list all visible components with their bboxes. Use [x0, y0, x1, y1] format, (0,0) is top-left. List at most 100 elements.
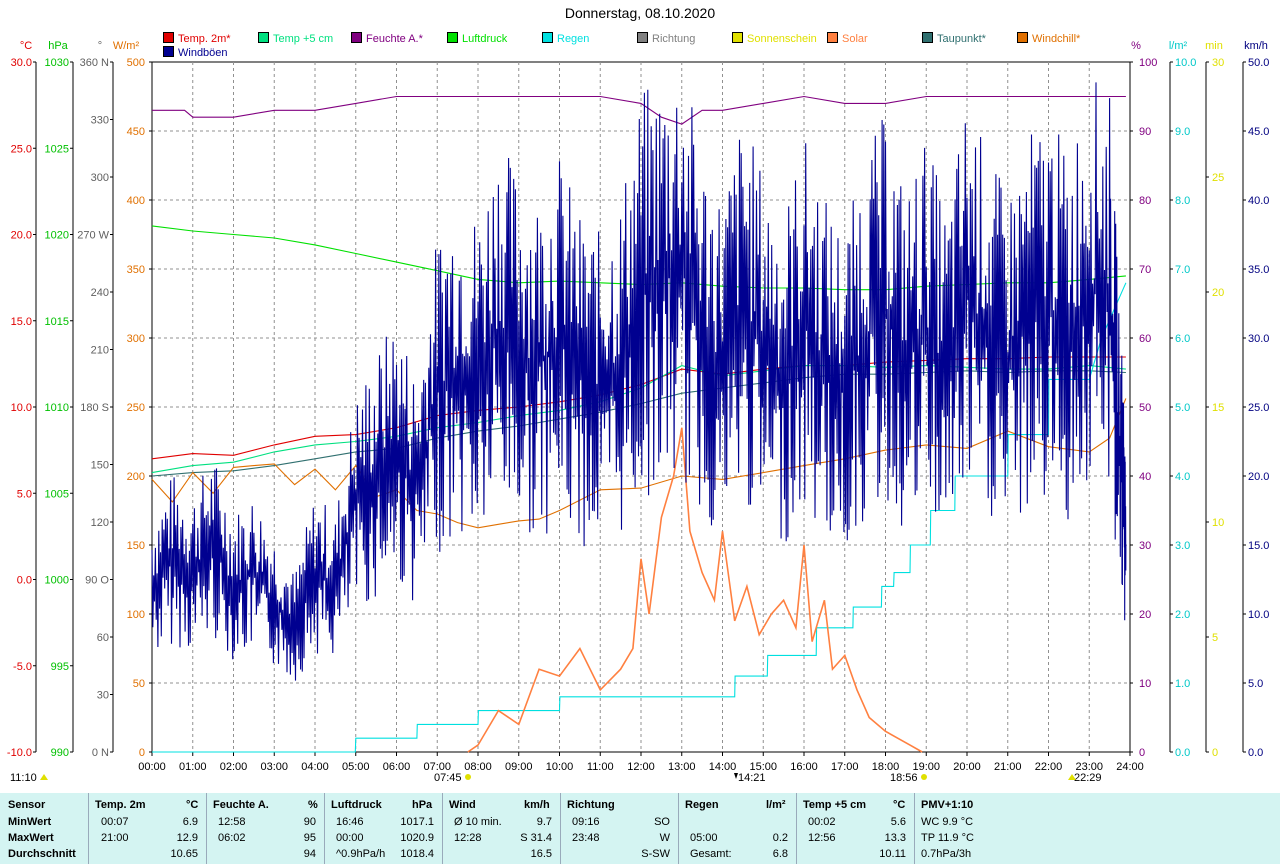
sunrise-icon: [465, 774, 471, 780]
stats-cell-pmv: WC 9.9 °C: [921, 816, 974, 828]
legend-swatch: [922, 32, 933, 43]
stats-cell-label: Durchschnitt: [8, 848, 76, 860]
time-tick-label: 05:00: [342, 761, 370, 773]
legend-item: Temp. 2m*: [163, 32, 231, 45]
stats-cell-rain_t: 05:00: [690, 832, 718, 844]
axis-tick-label-solar: 50: [133, 678, 145, 690]
moon-icon: [40, 774, 48, 780]
weather-chart: °C 30.0 25.0 20.0 15.0 10.0 5.0 0.0 -5.0 -10.0 hPa…: [7, 40, 1270, 784]
legend-label: Temp +5 cm: [273, 33, 334, 45]
stats-cell-press_t: 16:46: [336, 816, 364, 828]
axis-tick-label-wind: 10.0: [1248, 609, 1269, 621]
legend-item: Temp +5 cm: [258, 32, 333, 45]
time-tick-label: 07:00: [423, 761, 451, 773]
stats-cell-hum_t: 12:58: [218, 816, 246, 828]
axis-tick-label-rain: 7.0: [1175, 264, 1190, 276]
axis-tick-label-temp: 10.0: [11, 402, 32, 414]
stats-header-temp: Temp. 2m: [95, 799, 146, 811]
time-tick-label: 20:00: [953, 761, 981, 773]
rain-marker-icon: [734, 773, 738, 779]
axis-tick-label-wind: 5.0: [1248, 678, 1263, 690]
time-tick-label: 24:00: [1116, 761, 1144, 773]
time-tick-label: 00:00: [138, 761, 166, 773]
axis-tick-label-temp: 15.0: [11, 316, 32, 328]
axis-unit-solar: W/m²: [113, 40, 140, 52]
stats-cell-temp_v: 12.9: [176, 832, 198, 844]
axis-tick-label-dir: 180 S: [80, 402, 109, 414]
legend-item: Regen: [542, 32, 589, 45]
stats-cell-label: MinWert: [8, 816, 52, 828]
axis-tick-label-solar: 500: [127, 57, 145, 69]
axis-tick-label-temp: 25.0: [11, 143, 32, 155]
legend-swatch: [732, 32, 743, 43]
axis-tick-label-sun: 25: [1212, 172, 1224, 184]
time-tick-label: 23:00: [1075, 761, 1103, 773]
axis-tick-label-rain: 0.0: [1175, 747, 1190, 759]
time-tick-label: 13:00: [668, 761, 696, 773]
axis-tick-label-dir: 150: [91, 460, 109, 472]
axis-tick-label-rain: 2.0: [1175, 609, 1190, 621]
legend-swatch: [637, 32, 648, 43]
legend-item: Windchill*: [1017, 32, 1080, 45]
stats-header-hum: Feuchte A.: [213, 799, 269, 811]
legend-swatch: [447, 32, 458, 43]
legend-label: Taupunkt*: [937, 33, 986, 45]
stats-cell-wind_v: 16.5: [530, 848, 552, 860]
time-tick-label: 01:00: [179, 761, 207, 773]
legend-label: Windchill*: [1032, 33, 1081, 45]
legend-label: Feuchte A.*: [366, 33, 423, 45]
axis-unit-press: hPa: [48, 40, 68, 52]
axis-tick-label-solar: 300: [127, 333, 145, 345]
axis-tick-label-press: 1015: [45, 316, 69, 328]
stats-cell-dir_v: S-SW: [641, 848, 670, 860]
axis-tick-label-dir: 90 O: [85, 575, 109, 587]
axis-tick-label-sun: 0: [1212, 747, 1218, 759]
axis-tick-label-solar: 100: [127, 609, 145, 621]
legend-swatch: [827, 32, 838, 43]
axis-tick-label-press: 1005: [45, 488, 69, 500]
series-line-3: [151, 398, 1127, 529]
axis-tick-label-hum: 60: [1139, 333, 1151, 345]
axis-tick-label-solar: 400: [127, 195, 145, 207]
stats-cell-press_v: 1017.1: [400, 816, 434, 828]
axis-tick-label-dir: 30: [97, 690, 109, 702]
axis-tick-label-press: 990: [51, 747, 69, 759]
time-tick-label: 11:00: [587, 761, 614, 773]
time-tick-label: 12:00: [627, 761, 655, 773]
legend-item: Luftdruck: [447, 32, 507, 45]
time-tick-label: 10:00: [546, 761, 574, 773]
moon-time-label: 11:10: [10, 772, 37, 784]
axis-tick-label-dir: 300: [91, 172, 109, 184]
series-line-6: [152, 282, 1127, 753]
axis-unit-wind: km/h: [1244, 40, 1268, 52]
legend-item: Solar: [827, 32, 868, 45]
axis-unit-temp: °C: [20, 40, 32, 52]
stats-cell-rain_t: Gesamt:: [690, 848, 732, 860]
stats-header-wind: Wind: [449, 799, 476, 811]
stats-cell-press_t: 00:00: [336, 832, 364, 844]
sunset-label: 18:56: [890, 772, 918, 784]
stats-cell-label: MaxWert: [8, 832, 54, 844]
axis-tick-label-sun: 30: [1212, 57, 1224, 69]
stats-cell-wind_t: 12:28: [454, 832, 482, 844]
legend-label: Richtung: [652, 33, 696, 45]
axis-tick-label-temp: -10.0: [7, 747, 32, 759]
chart-title: Donnerstag, 08.10.2020: [564, 5, 716, 21]
legend-label: Windböen: [178, 47, 228, 59]
stats-cell-pmv: 0.7hPa/3h: [921, 848, 972, 860]
time-tick-label: 19:00: [912, 761, 940, 773]
axis-tick-label-sun: 20: [1212, 287, 1224, 299]
axis-tick-label-rain: 4.0: [1175, 471, 1190, 483]
series-line-4: [152, 95, 1126, 125]
series-line-8: [151, 82, 1127, 681]
axis-tick-label-wind: 50.0: [1248, 57, 1269, 69]
stats-header-sensor: Sensor: [8, 799, 46, 811]
axis-tick-label-press: 995: [51, 661, 69, 673]
time-tick-label: 17:00: [831, 761, 859, 773]
stats-header-pmv: PMV+1:10: [921, 799, 974, 811]
stats-header-rain: Regen: [685, 799, 719, 811]
legend-item: Taupunkt*: [922, 32, 986, 45]
time-tick-label: 09:00: [505, 761, 533, 773]
time-tick-label: 21:00: [994, 761, 1022, 773]
moonset-label: 22:29: [1074, 772, 1102, 784]
